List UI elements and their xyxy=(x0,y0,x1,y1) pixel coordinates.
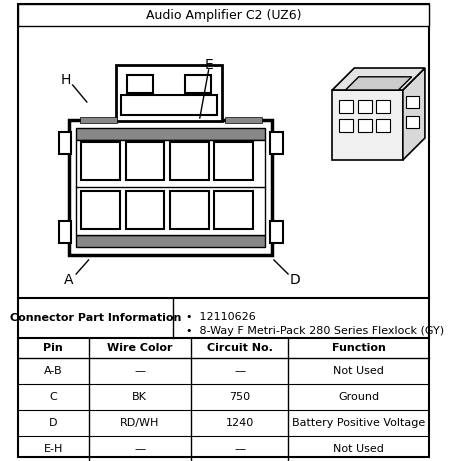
Bar xyxy=(339,100,354,113)
Text: C: C xyxy=(49,392,57,402)
Bar xyxy=(116,65,222,121)
Bar xyxy=(214,191,253,229)
Bar xyxy=(225,117,262,123)
Text: Audio Amplifier C2 (UZ6): Audio Amplifier C2 (UZ6) xyxy=(146,9,301,22)
Text: Not Used: Not Used xyxy=(333,366,384,376)
Text: 750: 750 xyxy=(229,392,250,402)
Text: •  12110626: • 12110626 xyxy=(186,312,255,322)
Text: A: A xyxy=(64,273,74,287)
Text: E: E xyxy=(204,58,213,72)
Bar xyxy=(58,132,71,154)
Bar xyxy=(376,100,391,113)
Bar xyxy=(271,221,283,243)
Bar xyxy=(121,95,217,115)
Text: RD/WH: RD/WH xyxy=(120,418,159,428)
Text: —: — xyxy=(234,444,245,454)
Text: Not Used: Not Used xyxy=(333,444,384,454)
Text: Battery Positive Voltage: Battery Positive Voltage xyxy=(292,418,425,428)
Text: •  8-Way F Metri-Pack 280 Series Flexlock (GY): • 8-Way F Metri-Pack 280 Series Flexlock… xyxy=(186,326,444,336)
Bar xyxy=(376,119,391,132)
Polygon shape xyxy=(403,68,425,160)
Bar xyxy=(69,120,272,255)
Text: Wire Color: Wire Color xyxy=(107,343,173,353)
Text: —: — xyxy=(234,366,245,376)
Bar xyxy=(18,4,429,26)
Bar xyxy=(170,191,209,229)
Bar xyxy=(126,142,164,180)
Bar xyxy=(76,128,265,140)
Bar xyxy=(339,119,354,132)
Text: D: D xyxy=(49,418,57,428)
Text: Connector Part Information: Connector Part Information xyxy=(10,313,181,323)
Bar xyxy=(76,140,265,235)
Bar xyxy=(332,90,403,160)
Bar xyxy=(406,96,419,108)
Bar xyxy=(80,117,117,123)
Bar xyxy=(214,142,253,180)
Text: Function: Function xyxy=(332,343,386,353)
Text: H: H xyxy=(60,73,71,87)
Bar xyxy=(126,191,164,229)
Text: D: D xyxy=(290,273,301,287)
Polygon shape xyxy=(346,77,412,90)
Bar xyxy=(76,235,265,247)
Bar xyxy=(358,100,372,113)
Bar xyxy=(170,142,209,180)
Text: Ground: Ground xyxy=(338,392,379,402)
Text: BK: BK xyxy=(132,392,147,402)
Text: —: — xyxy=(134,444,146,454)
Text: 1240: 1240 xyxy=(226,418,254,428)
Text: A-B: A-B xyxy=(44,366,63,376)
Text: —: — xyxy=(134,366,146,376)
Bar xyxy=(406,116,419,128)
Bar xyxy=(127,75,153,93)
Text: Circuit No.: Circuit No. xyxy=(207,343,273,353)
Bar xyxy=(82,142,120,180)
Polygon shape xyxy=(332,68,425,90)
Text: Pin: Pin xyxy=(43,343,63,353)
Bar xyxy=(58,221,71,243)
Bar xyxy=(185,75,211,93)
Bar xyxy=(358,119,372,132)
Bar xyxy=(271,132,283,154)
Text: E-H: E-H xyxy=(44,444,63,454)
Bar xyxy=(82,191,120,229)
